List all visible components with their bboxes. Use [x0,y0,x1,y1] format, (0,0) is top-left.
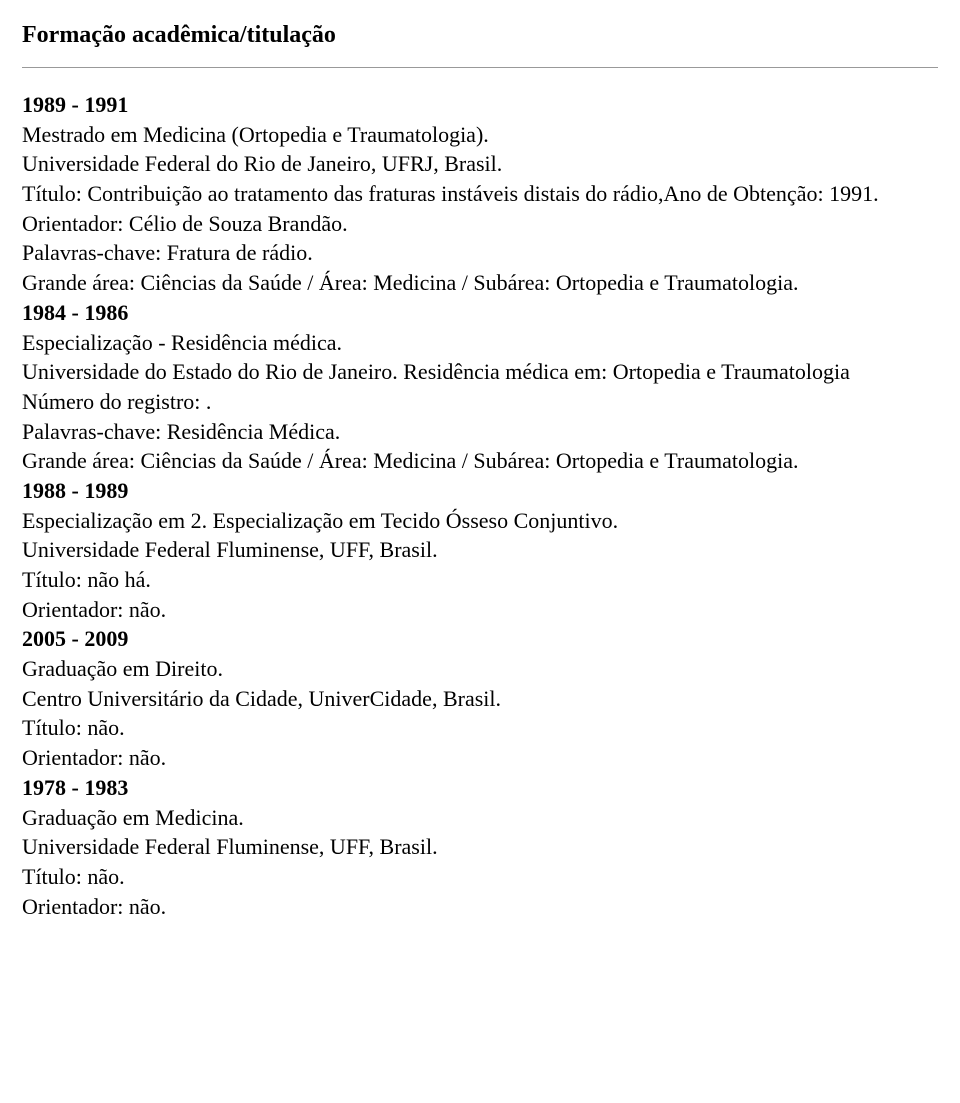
entry-line: Orientador: não. [22,892,938,922]
entry-line: Especialização - Residência médica. [22,328,938,358]
entry-line: Universidade Federal do Rio de Janeiro, … [22,149,938,179]
entry-line: Palavras-chave: Fratura de rádio. [22,238,938,268]
entry-year: 1989 - 1991 [22,90,938,120]
entry-line: Palavras-chave: Residência Médica. [22,417,938,447]
entry-line: Mestrado em Medicina (Ortopedia e Trauma… [22,120,938,150]
entry-line: Número do registro: . [22,387,938,417]
education-entries: 1989 - 1991Mestrado em Medicina (Ortoped… [22,90,938,921]
entry-line: Grande área: Ciências da Saúde / Área: M… [22,268,938,298]
entry-year: 1988 - 1989 [22,476,938,506]
entry-year: 1978 - 1983 [22,773,938,803]
entry-line: Graduação em Direito. [22,654,938,684]
entry-line: Título: não. [22,713,938,743]
divider [22,67,938,68]
entry-year: 1984 - 1986 [22,298,938,328]
entry-line: Título: não há. [22,565,938,595]
section-title: Formação acadêmica/titulação [22,22,938,49]
entry-line: Grande área: Ciências da Saúde / Área: M… [22,446,938,476]
entry-line: Especialização em 2. Especialização em T… [22,506,938,536]
entry-line: Orientador: não. [22,743,938,773]
entry-line: Título: não. [22,862,938,892]
entry-line: Título: Contribuição ao tratamento das f… [22,179,938,209]
entry-line: Universidade Federal Fluminense, UFF, Br… [22,832,938,862]
entry-year: 2005 - 2009 [22,624,938,654]
entry-line: Centro Universitário da Cidade, UniverCi… [22,684,938,714]
entry-line: Graduação em Medicina. [22,803,938,833]
entry-line: Universidade Federal Fluminense, UFF, Br… [22,535,938,565]
entry-line: Orientador: não. [22,595,938,625]
entry-line: Orientador: Célio de Souza Brandão. [22,209,938,239]
entry-line: Universidade do Estado do Rio de Janeiro… [22,357,938,387]
